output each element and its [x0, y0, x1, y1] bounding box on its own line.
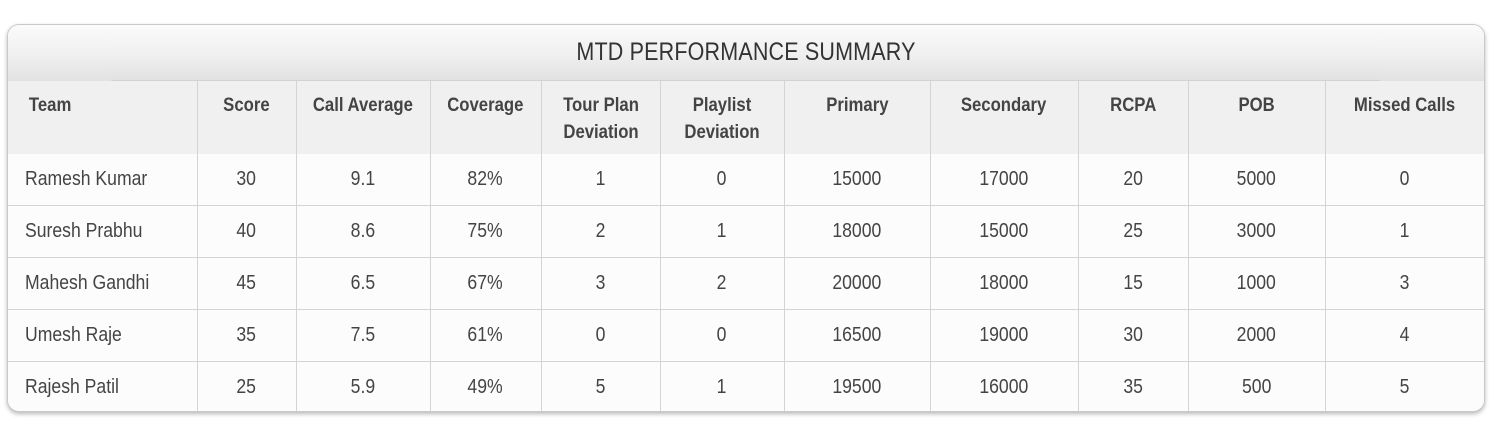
cell-score: 25: [197, 361, 297, 411]
cell-coverage: 82%: [430, 154, 542, 206]
cell-coverage: 61%: [430, 309, 542, 362]
cell-playlist-deviation: 1: [660, 205, 785, 258]
cell-score: 30: [197, 154, 297, 206]
cell-secondary: 18000: [930, 257, 1079, 310]
column-header-rcpa[interactable]: RCPA: [1078, 81, 1189, 154]
performance-table: Team Score Call Average Coverage Tour Pl…: [8, 81, 1484, 411]
column-header-primary[interactable]: Primary: [784, 81, 931, 154]
column-header-team[interactable]: Team: [8, 81, 198, 154]
cell-team: Mahesh Gandhi: [8, 257, 198, 310]
cell-tour-plan-deviation: 2: [541, 205, 661, 258]
cell-primary: 15000: [784, 154, 931, 206]
cell-coverage: 49%: [430, 361, 542, 411]
cell-secondary: 19000: [930, 309, 1079, 362]
cell-primary: 20000: [784, 257, 931, 310]
cell-playlist-deviation: 1: [660, 361, 785, 411]
cell-call-average: 5.9: [296, 361, 431, 411]
cell-call-average: 8.6: [296, 205, 431, 258]
column-header-tour-plan-deviation[interactable]: Tour Plan Deviation: [541, 81, 661, 154]
cell-playlist-deviation: 0: [660, 309, 785, 362]
column-header-secondary[interactable]: Secondary: [930, 81, 1079, 154]
column-header-call-average[interactable]: Call Average: [296, 81, 431, 154]
cell-team: Umesh Raje: [8, 309, 198, 362]
column-header-playlist-deviation[interactable]: Playlist Deviation: [660, 81, 785, 154]
cell-playlist-deviation: 2: [660, 257, 785, 310]
cell-call-average: 9.1: [296, 154, 431, 206]
cell-tour-plan-deviation: 0: [541, 309, 661, 362]
column-header-coverage[interactable]: Coverage: [430, 81, 542, 154]
table-row[interactable]: Ramesh Kumar 30 9.1 82% 1 0 15000 17000 20 5000 0: [8, 154, 1484, 206]
table-row[interactable]: Rajesh Patil 25 5.9 49% 5 1 19500 16000 35 500 5: [8, 361, 1484, 411]
cell-pob: 1000: [1188, 257, 1326, 310]
cell-primary: 18000: [784, 205, 931, 258]
cell-tour-plan-deviation: 1: [541, 154, 661, 206]
cell-pob: 500: [1188, 361, 1326, 411]
column-header-missed-calls[interactable]: Missed Calls: [1325, 81, 1484, 154]
table-body: Ramesh Kumar 30 9.1 82% 1 0 15000 17000 20 5000 0 S…: [8, 154, 1484, 411]
cell-rcpa: 15: [1078, 257, 1189, 310]
cell-playlist-deviation: 0: [660, 154, 785, 206]
table-row[interactable]: Mahesh Gandhi 45 6.5 67% 3 2 20000 18000 15 1000 3: [8, 257, 1484, 310]
cell-secondary: 17000: [930, 154, 1079, 206]
cell-tour-plan-deviation: 5: [541, 361, 661, 411]
cell-missed-calls: 0: [1325, 154, 1484, 206]
cell-rcpa: 35: [1078, 361, 1189, 411]
cell-score: 35: [197, 309, 297, 362]
column-header-pob[interactable]: POB: [1188, 81, 1326, 154]
cell-coverage: 67%: [430, 257, 542, 310]
cell-secondary: 16000: [930, 361, 1079, 411]
cell-rcpa: 20: [1078, 154, 1189, 206]
cell-pob: 3000: [1188, 205, 1326, 258]
cell-team: Rajesh Patil: [8, 361, 198, 411]
cell-rcpa: 25: [1078, 205, 1189, 258]
table-row[interactable]: Suresh Prabhu 40 8.6 75% 2 1 18000 15000 25 3000 1: [8, 205, 1484, 258]
cell-call-average: 7.5: [296, 309, 431, 362]
panel-title: MTD PERFORMANCE SUMMARY: [111, 25, 1381, 81]
column-header-score[interactable]: Score: [197, 81, 297, 154]
performance-summary-panel: MTD PERFORMANCE SUMMARY Team Score Call …: [7, 24, 1485, 412]
panel-header: MTD PERFORMANCE SUMMARY: [8, 25, 1484, 81]
cell-team: Ramesh Kumar: [8, 154, 198, 206]
table-header-row: Team Score Call Average Coverage Tour Pl…: [8, 81, 1484, 154]
cell-pob: 2000: [1188, 309, 1326, 362]
cell-rcpa: 30: [1078, 309, 1189, 362]
cell-pob: 5000: [1188, 154, 1326, 206]
cell-missed-calls: 3: [1325, 257, 1484, 310]
cell-secondary: 15000: [930, 205, 1079, 258]
cell-call-average: 6.5: [296, 257, 431, 310]
table-row[interactable]: Umesh Raje 35 7.5 61% 0 0 16500 19000 30 2000 4: [8, 309, 1484, 362]
cell-missed-calls: 1: [1325, 205, 1484, 258]
cell-team: Suresh Prabhu: [8, 205, 198, 258]
cell-tour-plan-deviation: 3: [541, 257, 661, 310]
cell-score: 45: [197, 257, 297, 310]
cell-missed-calls: 4: [1325, 309, 1484, 362]
cell-coverage: 75%: [430, 205, 542, 258]
cell-missed-calls: 5: [1325, 361, 1484, 411]
cell-score: 40: [197, 205, 297, 258]
cell-primary: 19500: [784, 361, 931, 411]
cell-primary: 16500: [784, 309, 931, 362]
